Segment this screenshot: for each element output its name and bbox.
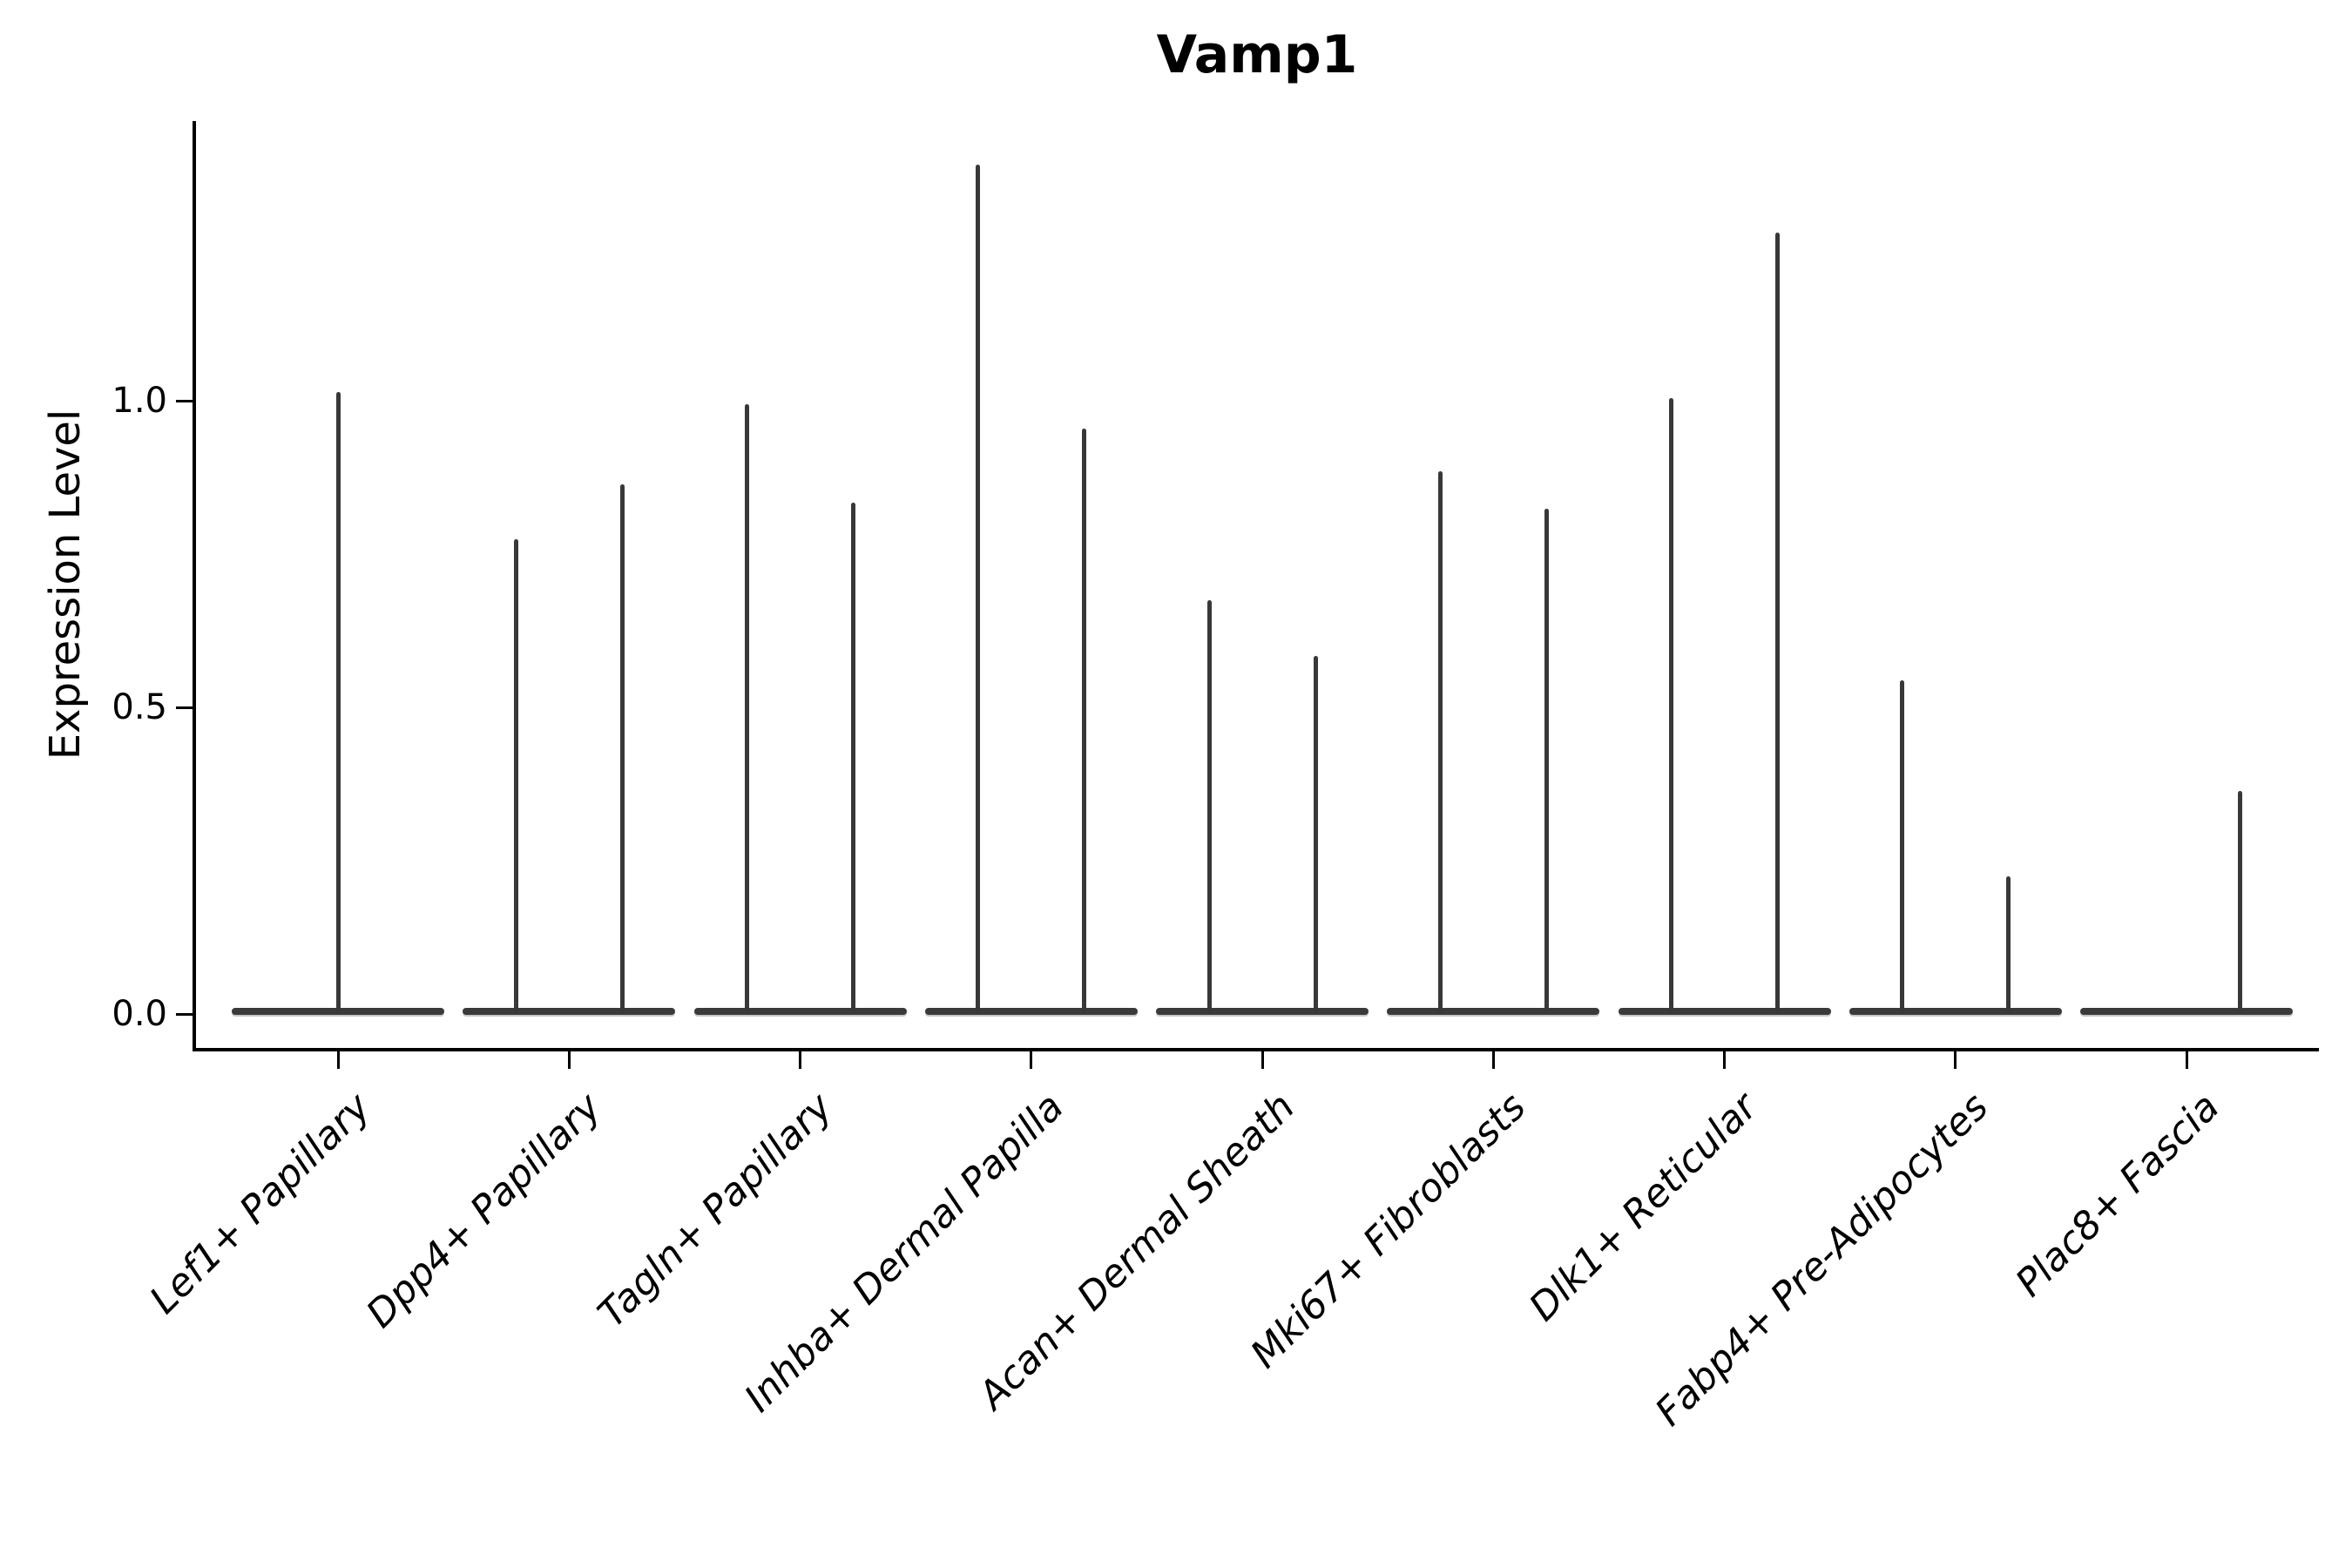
violin-spike: [619, 483, 625, 1014]
violin-spike: [2237, 790, 2242, 1014]
violin-spike: [1900, 679, 1905, 1014]
violin-spike: [976, 165, 981, 1014]
violin-zero-baseline: [2080, 1008, 2293, 1015]
violin-zero-baseline: [463, 1008, 676, 1015]
violin-spike: [1437, 471, 1443, 1014]
x-tick-mark: [1723, 1051, 1726, 1069]
violin-zero-baseline: [1618, 1008, 1831, 1015]
x-tick-mark: [1954, 1051, 1957, 1069]
x-tick-mark: [1491, 1051, 1495, 1069]
x-tick-mark: [799, 1051, 801, 1069]
violin-spike: [1669, 398, 1673, 1014]
y-tick-label: 0.5: [112, 687, 167, 727]
y-tick-label: 1.0: [112, 381, 167, 421]
violin-spike: [1775, 232, 1780, 1014]
y-axis-label: Expression Level: [41, 409, 90, 760]
x-tick-label: Lef1+ Papillary: [141, 1085, 380, 1323]
x-tick-mark: [336, 1051, 340, 1069]
x-tick-mark: [567, 1051, 571, 1069]
violin-zero-baseline: [1156, 1008, 1369, 1015]
x-tick-label: Dlk1+ Reticular: [1520, 1085, 1766, 1330]
violin-spike: [2006, 876, 2011, 1014]
x-tick-mark: [1030, 1051, 1033, 1069]
x-axis-spine: [193, 1048, 2319, 1051]
y-tick-mark: [176, 706, 193, 709]
x-tick-label: Dpp4+ Papillary: [358, 1085, 611, 1337]
violin-spike: [513, 538, 518, 1014]
x-tick-label: Plac8+ Fascia: [2006, 1085, 2228, 1306]
y-axis-spine: [193, 121, 196, 1051]
violin-zero-baseline: [693, 1008, 907, 1015]
y-tick-mark: [176, 1012, 193, 1016]
violin-spike: [1206, 600, 1212, 1014]
violin-spike: [1082, 429, 1087, 1014]
x-tick-mark: [2185, 1051, 2188, 1069]
violin-spike: [851, 502, 855, 1014]
violin-spike: [1313, 655, 1318, 1014]
x-tick-mark: [1260, 1051, 1264, 1069]
x-tick-label: Tagln+ Papillary: [590, 1085, 841, 1336]
violin-spike: [745, 404, 749, 1014]
violin-zero-baseline: [924, 1008, 1138, 1015]
chart-title: Vamp1: [1156, 24, 1358, 85]
y-tick-label: 0.0: [112, 994, 167, 1034]
violin-zero-baseline: [1387, 1008, 1600, 1015]
violin-zero-baseline: [1848, 1008, 2062, 1015]
violin-spike: [335, 391, 341, 1014]
y-tick-mark: [176, 399, 193, 402]
violin-spike: [1544, 508, 1549, 1014]
